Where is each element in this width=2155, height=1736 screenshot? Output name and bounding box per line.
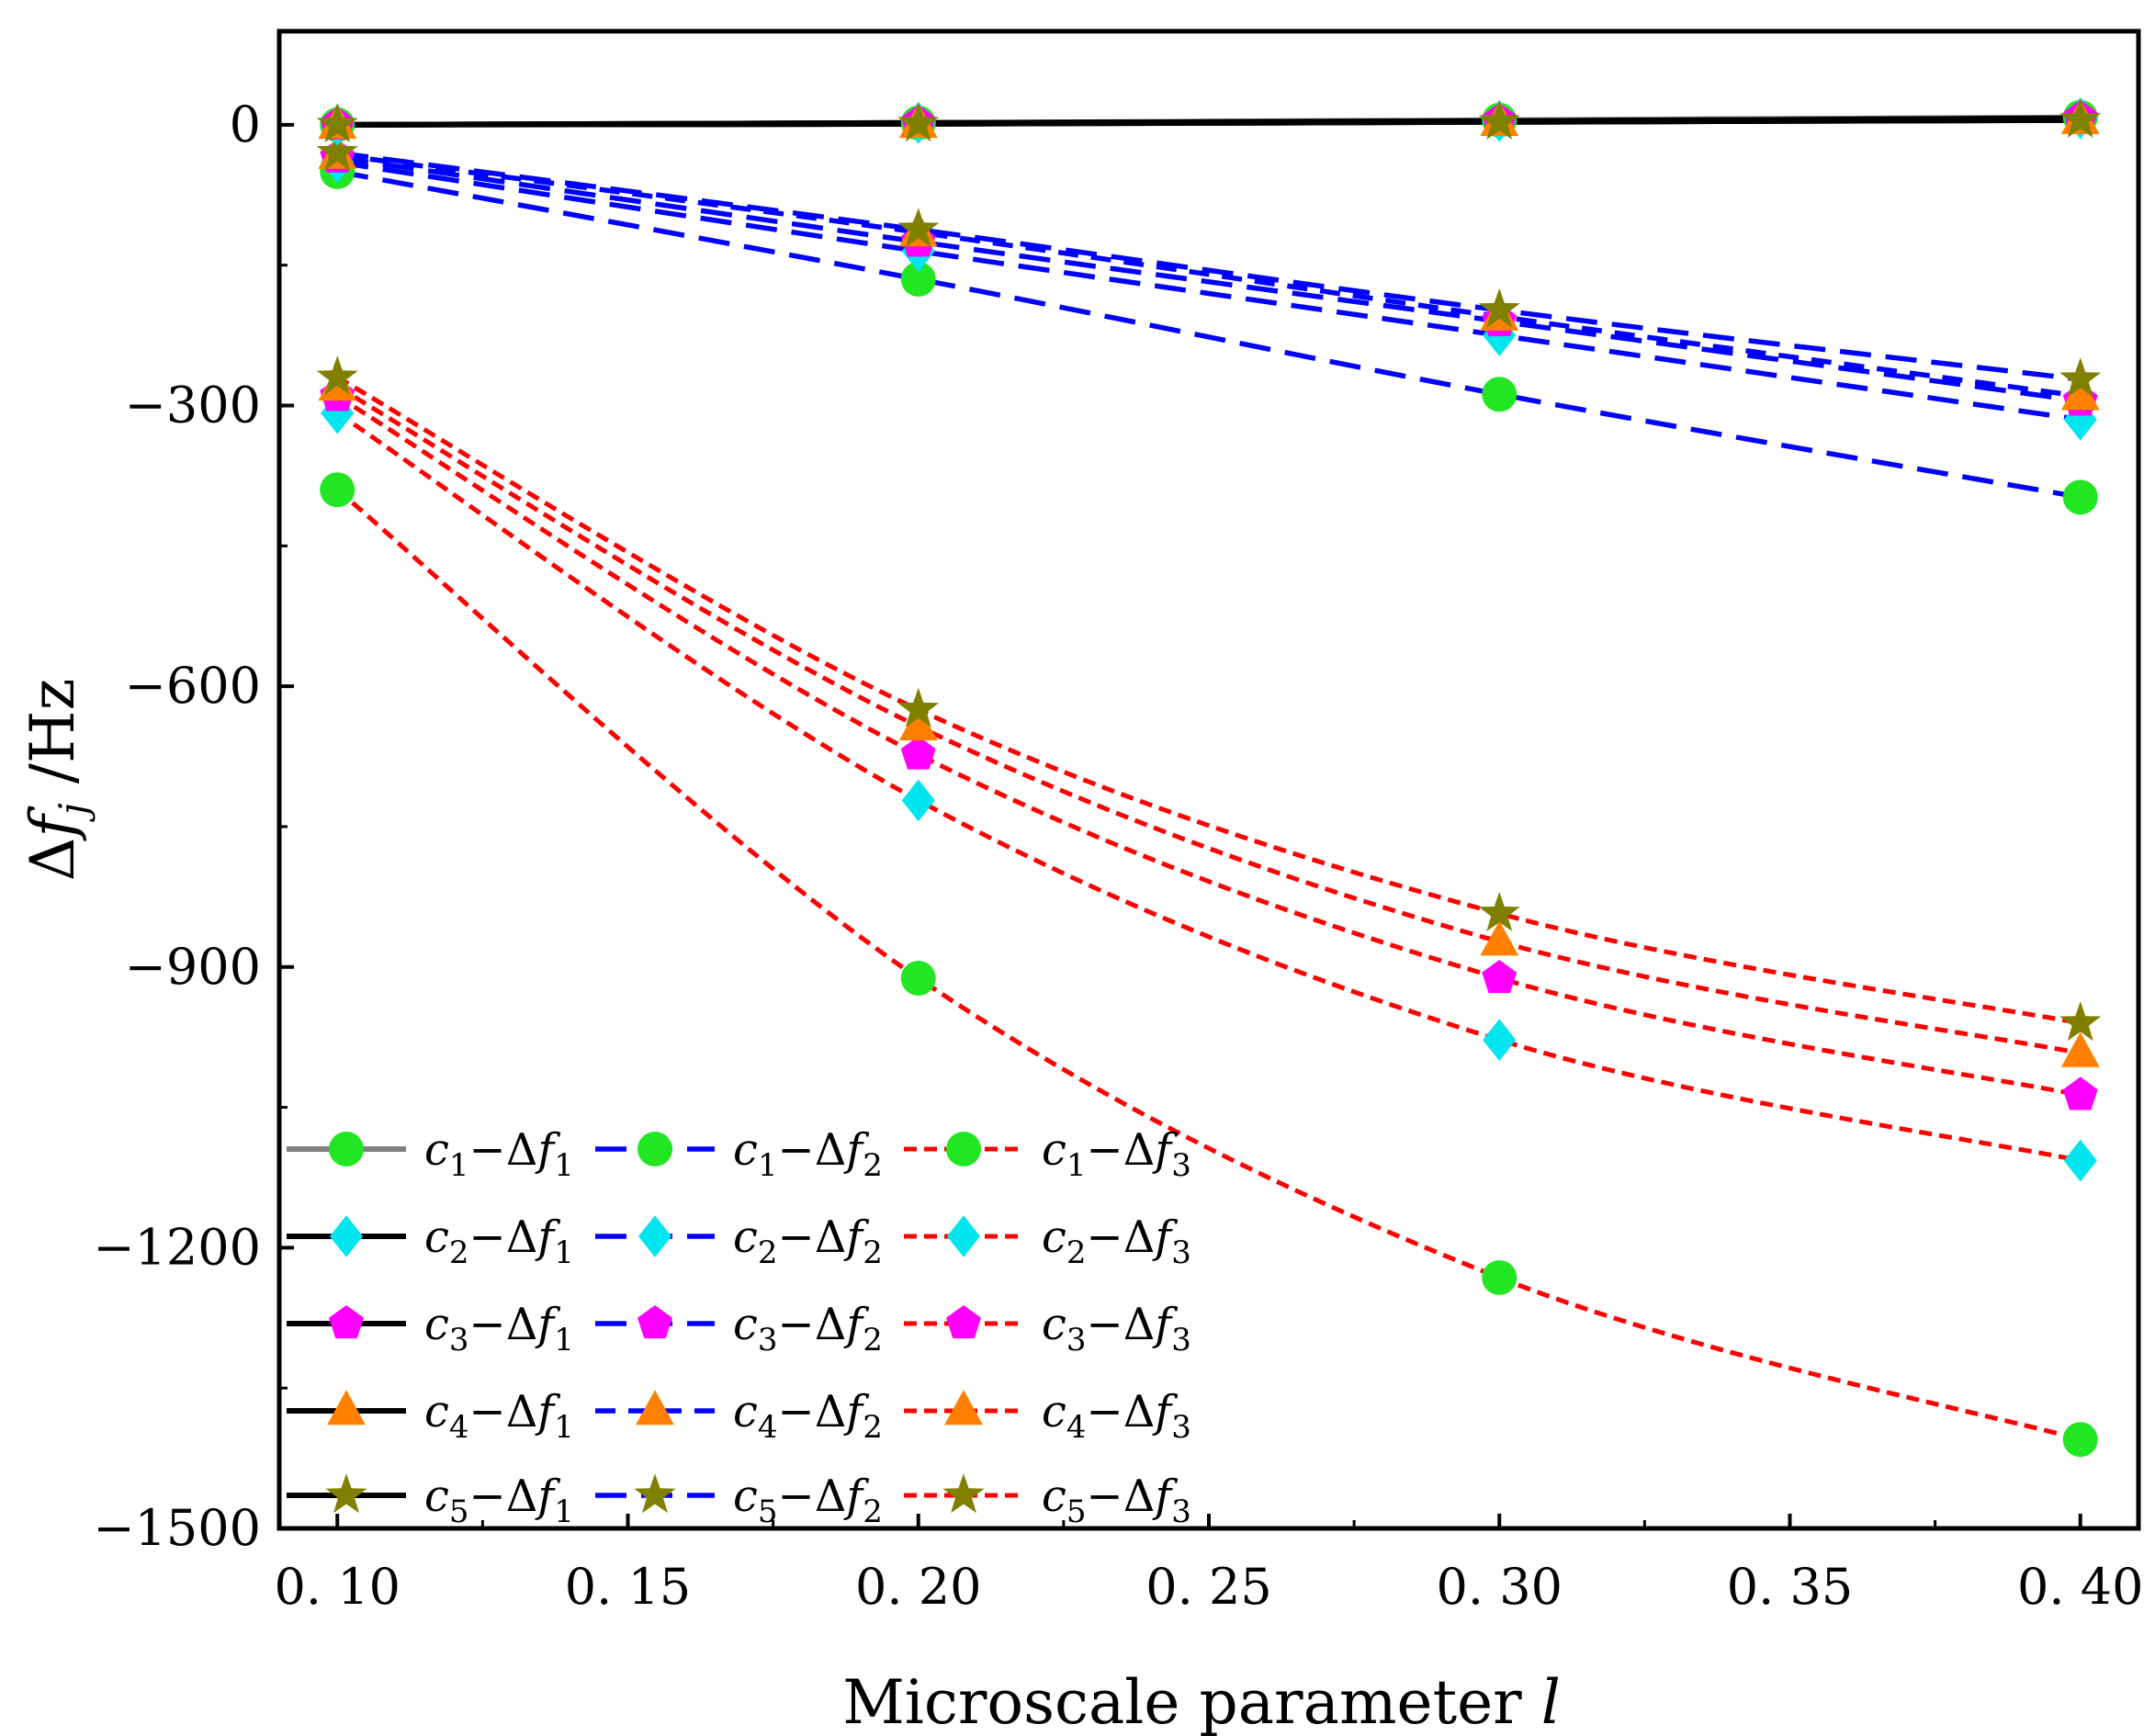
y-axis-title: Δfj /Hz [17,679,96,882]
legend-swatch-marker-c5-f1 [325,1473,367,1514]
plot-frame [276,28,2141,1531]
data-point-c4-f3-3 [2060,1031,2100,1067]
series-line-c4-f2 [336,152,2082,400]
legend-swatch-marker-c2-f1 [329,1215,364,1257]
x-tick-label: 0. 40 [2017,1558,2143,1616]
legend-label-c4-f2: c4−Δf2 [733,1386,883,1446]
series-line-c5-f1 [337,117,2081,128]
series-lines-layer [335,114,2082,1442]
legend-swatch-marker-c2-f3 [947,1215,980,1257]
data-point-c5-f3-0 [316,355,358,396]
series-line-c1-f2 [336,169,2082,501]
series-line-c3-f2 [336,154,2082,404]
legend-label-c3-f3: c3−Δf3 [1042,1299,1191,1358]
legend-label-c2-f2: c2−Δf2 [733,1212,883,1271]
legend-swatch-marker-c4-f3 [944,1390,983,1426]
x-tick-label: 0. 15 [565,1558,691,1616]
data-point-c5-f2-3 [2059,357,2102,398]
y-tick-label: 0 [230,96,261,153]
y-tick-label: −600 [125,657,261,715]
series-markers-layer [316,96,2102,1458]
legend-swatch-marker-c3-f1 [329,1305,364,1339]
data-point-c4-f3-2 [1480,920,1519,956]
series-line-c5-f3 [336,375,2082,1026]
legend: c1−Δf1 c2−Δf1 c3−Δf1 c4−Δf1 c5−Δf1 c1−Δf2 c2−Δ… [287,1124,1191,1530]
series-line-c5-f2 [336,150,2082,382]
data-point-c1-f3-3 [2062,1422,2098,1458]
data-point-c5-f3-3 [2059,1001,2102,1042]
axis-ticks-layer: 0. 10 0. 15 0. 20 0. 25 0. 30 0. 35 0. 40 0 −300… [93,96,2143,1616]
series-line-c2-f2 [336,159,2082,423]
x-tick-label: 0. 30 [1437,1558,1563,1616]
legend-label-c1-f1: c1−Δf1 [424,1124,574,1184]
x-axis-title: Microscale parameter l [842,1667,1561,1736]
data-point-c2-f3-1 [901,779,935,822]
series-line-c3-f3 [335,394,2082,1098]
y-tick-label: −300 [125,377,261,434]
legend-label-c2-f3: c2−Δf3 [1042,1212,1191,1271]
data-point-c3-f3-1 [900,736,936,770]
y-axis-title-delta: Δ [17,838,88,882]
data-point-c5-f2-1 [897,208,940,248]
data-point-c1-f2-3 [2062,479,2098,515]
y-tick-label: −1200 [93,1218,261,1276]
data-point-c3-f3-3 [2062,1077,2098,1110]
data-point-c5-f1-0 [316,103,358,143]
y-tick-label: −900 [125,938,261,996]
y-tick-label: −1500 [93,1499,261,1557]
series-line-c2-f3 [335,411,2082,1164]
data-point-c1-f2-2 [1482,377,1518,412]
legend-swatch-marker-c5-f2 [634,1473,676,1514]
data-point-c5-f2-0 [316,130,358,171]
legend-label-c4-f1: c4−Δf1 [424,1386,574,1446]
data-point-c5-f1-1 [897,102,940,142]
legend-label-c5-f3: c5−Δf3 [1042,1471,1191,1530]
data-point-c1-f3-0 [320,472,355,508]
legend-swatch-marker-c5-f3 [942,1473,985,1514]
legend-swatch-marker-c3-f3 [946,1305,981,1339]
legend-label-c1-f2: c1−Δf2 [733,1124,883,1184]
legend-label-c3-f2: c3−Δf2 [733,1299,883,1358]
data-point-c4-f3-1 [898,705,938,741]
legend-label-c3-f1: c3−Δf1 [424,1299,574,1358]
data-point-c5-f2-2 [1478,287,1520,328]
data-point-c5-f3-1 [897,687,940,727]
legend-swatch-marker-c4-f1 [327,1390,366,1426]
data-point-c3-f3-2 [1482,960,1518,994]
legend-swatch-marker-c1-f3 [946,1132,981,1167]
x-axis-title-text: Microscale parameter [842,1667,1541,1736]
legend-label-c1-f3: c1−Δf3 [1042,1124,1191,1184]
legend-label-c2-f1: c2−Δf1 [424,1212,574,1271]
x-tick-label: 0. 25 [1145,1558,1271,1616]
data-point-c2-f3-2 [1483,1019,1517,1061]
x-tick-label: 0. 35 [1727,1558,1853,1616]
data-point-c1-f2-1 [900,261,936,297]
series-line-c4-f3 [335,384,2082,1055]
legend-swatch-marker-c1-f1 [329,1132,364,1167]
legend-swatch-marker-c2-f2 [638,1215,671,1257]
data-point-c5-f1-3 [2059,98,2102,138]
legend-label-c4-f3: c4−Δf3 [1042,1386,1191,1446]
data-point-c1-f3-1 [900,960,936,996]
legend-label-c5-f1: c5−Δf1 [424,1471,574,1530]
data-point-c1-f3-2 [1482,1259,1518,1295]
x-tick-label: 0. 20 [855,1558,981,1616]
legend-label-c5-f2: c5−Δf2 [733,1471,883,1530]
x-tick-label: 0. 10 [275,1558,401,1616]
data-point-c2-f3-3 [2063,1139,2097,1182]
series-line-c1-f3 [335,488,2082,1442]
legend-swatch-marker-c3-f2 [637,1305,672,1339]
data-point-c4-f2-3 [2060,375,2100,411]
legend-swatch-marker-c4-f2 [636,1390,674,1426]
data-point-c5-f1-2 [1478,100,1520,140]
legend-swatch-marker-c1-f2 [637,1132,672,1167]
y-axis-title-unit: /Hz [17,679,88,804]
data-point-c5-f3-2 [1478,891,1520,931]
x-axis-title-symbol: l [1541,1667,1561,1736]
